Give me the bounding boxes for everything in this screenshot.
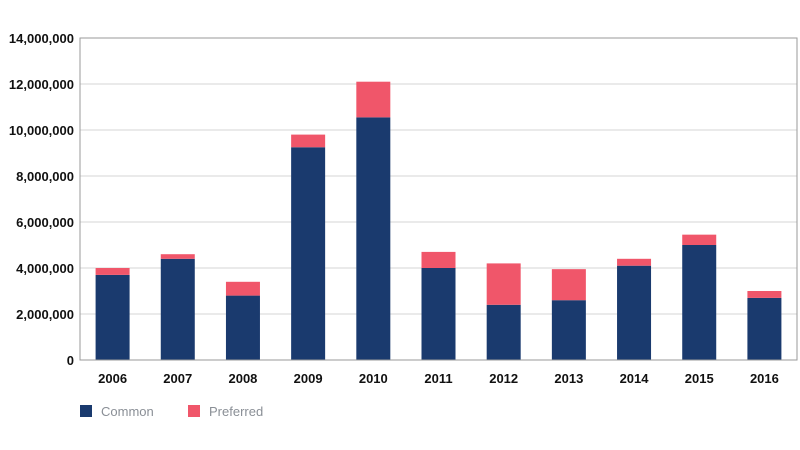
bar-preferred-2010 [356,81,391,118]
x-tick-label: 2009 [294,371,323,386]
x-tick-label: 2014 [620,371,650,386]
y-tick-label: 6,000,000 [16,215,74,230]
legend-label-preferred: Preferred [209,404,263,419]
bar-common-2008 [225,295,260,360]
y-tick-label: 10,000,000 [9,123,74,138]
x-tick-label: 2012 [489,371,518,386]
y-tick-label: 14,000,000 [9,31,74,46]
gridlines [80,83,797,315]
bar-common-2012 [486,304,521,360]
y-tick-label: 0 [67,353,74,368]
bar-preferred-2013 [551,269,586,301]
bar-common-2007 [160,258,195,360]
bar-preferred-2011 [421,251,456,268]
legend-swatch-preferred [188,405,200,417]
bar-common-2006 [95,274,130,360]
bar-preferred-2008 [225,281,260,296]
bar-common-2014 [617,265,652,360]
bar-preferred-2009 [291,134,326,148]
legend-swatch-common [80,405,92,417]
x-tick-label: 2006 [98,371,127,386]
bar-common-2016 [747,297,782,360]
x-tick-label: 2008 [228,371,257,386]
x-tick-label: 2015 [685,371,714,386]
x-tick-label: 2013 [554,371,583,386]
x-tick-label: 2010 [359,371,388,386]
y-axis-ticks: 0 2,000,000 4,000,000 6,000,000 8,000,000 10,… [9,31,74,368]
bar-preferred-2007 [160,254,195,259]
bar-preferred-2006 [95,268,130,275]
bar-common-2011 [421,268,456,360]
plot-frame [79,37,798,361]
bar-preferred-2012 [486,263,521,305]
bar-preferred-2016 [747,291,782,298]
legend: Common Preferred [80,404,263,419]
bar-common-2010 [356,117,391,360]
bar-common-2013 [551,300,586,360]
x-tick-label: 2007 [163,371,192,386]
bar-preferred-2015 [682,234,717,245]
bar-common-2015 [682,245,717,360]
x-axis-ticks: 2006 2007 2008 2009 2010 2011 2012 2013 2014 2015… [98,371,779,386]
y-tick-label: 8,000,000 [16,169,74,184]
x-tick-label: 2011 [424,371,452,386]
legend-label-common: Common [101,404,154,419]
y-tick-label: 2,000,000 [16,307,74,322]
bar-common-2009 [291,147,326,360]
x-tick-label: 2016 [750,371,779,386]
bars [95,81,782,360]
y-tick-label: 4,000,000 [16,261,74,276]
y-tick-label: 12,000,000 [9,77,74,92]
bar-preferred-2014 [617,258,652,266]
